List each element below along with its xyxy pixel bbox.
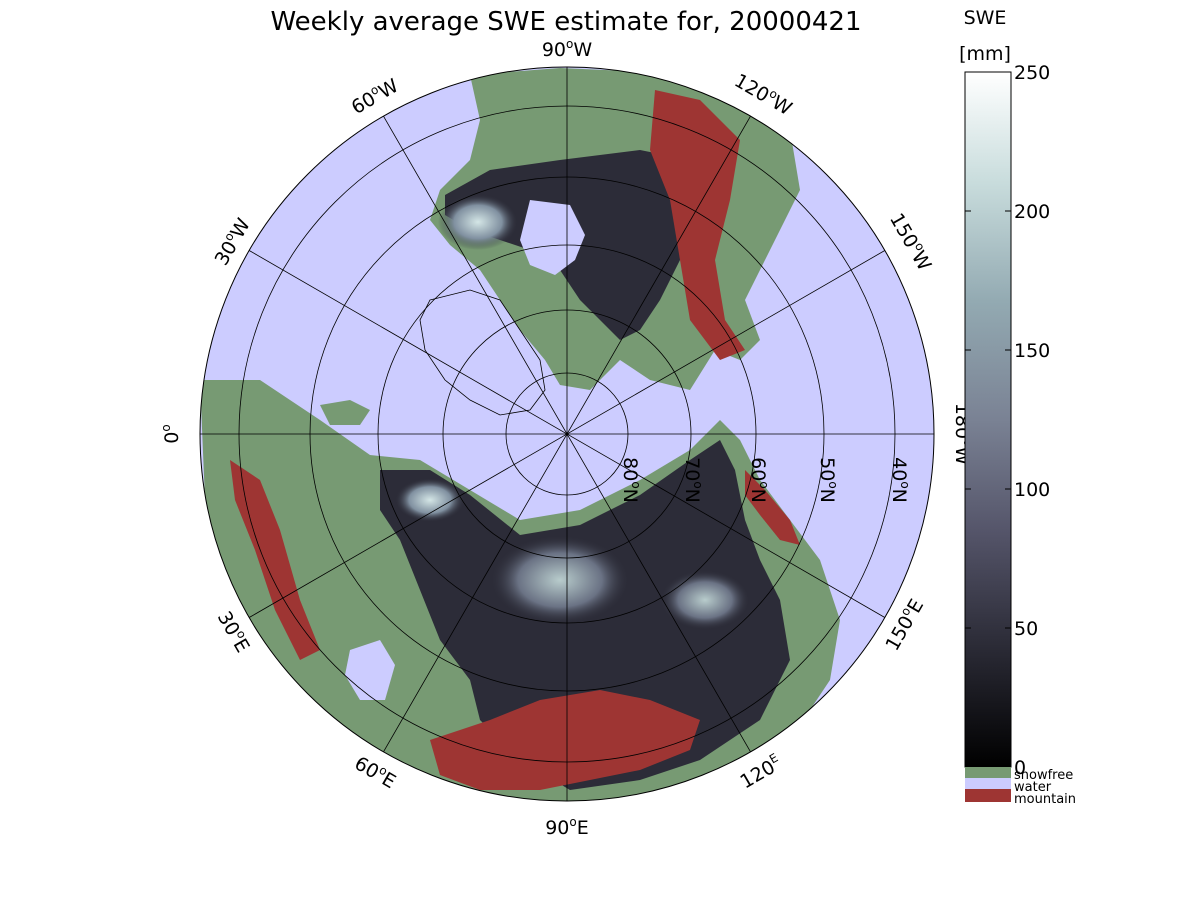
colorbar-label-line2: [mm] [959, 43, 1011, 65]
greenland [419, 289, 546, 416]
polar-map [200, 67, 934, 801]
colorbar-gradient [964, 71, 1012, 768]
graticule [200, 67, 934, 801]
lat-label-80n: 80oN [619, 457, 643, 503]
hudson-bay-swe-high [438, 194, 518, 250]
rockies-mountain [650, 90, 745, 360]
legend-label-water: water [1014, 780, 1052, 795]
hudson-bay [520, 200, 585, 275]
meridian-150w-30e [248, 250, 886, 618]
colorbar-tick-label-50: 50 [1014, 618, 1038, 640]
kamchatka-mountain [745, 470, 800, 545]
lat-label-70n: 70oN [681, 457, 705, 503]
legend-label-mountain: mountain [1014, 792, 1076, 807]
colorbar-ticks: 0 50 100 150 200 250 [965, 62, 1050, 779]
lat-label-40n: 40oN [888, 457, 912, 503]
legend-swatch-water [965, 778, 1011, 789]
lon-label-0: 0o [159, 424, 183, 443]
colorbar-tick-label-0: 0 [1014, 757, 1026, 779]
latitude-labels: 80oN 70oN 60oN 50oN 40oN [619, 457, 912, 503]
map-boundary [199, 66, 935, 802]
colorbar-tick-label-150: 150 [1014, 340, 1050, 362]
map-title: Weekly average SWE estimate for, 2000042… [270, 7, 861, 37]
lon-label-120e: 120E [736, 751, 786, 794]
colorbar-label-line1: SWE [964, 7, 1007, 29]
scandinavia-swe-high [395, 478, 465, 522]
central-asia-mountain [430, 690, 700, 790]
siberia-swe-high [490, 535, 630, 625]
lon-label-90e: 90oE [545, 815, 589, 839]
iceland [320, 400, 370, 425]
lat-label-60n: 60oN [747, 457, 771, 503]
europe-mountain [230, 460, 320, 660]
colorbar-tick-label-250: 250 [1014, 62, 1050, 84]
legend-swatch-snowfree [965, 767, 1011, 778]
caspian-sea [345, 640, 395, 700]
lon-label-90w: 90oW [542, 37, 593, 61]
lat-label-50n: 50oN [816, 457, 840, 503]
east-siberia-swe-high [660, 570, 750, 630]
colorbar-tick-label-200: 200 [1014, 201, 1050, 223]
colorbar-tick-label-100: 100 [1014, 479, 1050, 501]
legend-swatch-mountain [965, 789, 1011, 802]
legend-label-snowfree: snowfree [1014, 768, 1073, 783]
